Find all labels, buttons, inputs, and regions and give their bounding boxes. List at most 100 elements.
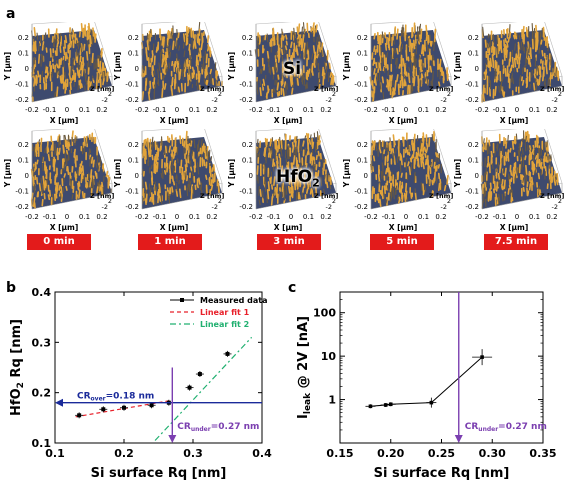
afm-peak	[308, 71, 309, 76]
afm-x-tick: 0.2	[546, 106, 557, 114]
afm-peak	[69, 142, 70, 146]
afm-peak	[189, 45, 190, 51]
afm-peak	[208, 157, 209, 166]
afm-peak	[542, 51, 543, 56]
afm-peak	[83, 58, 84, 65]
afm-peak	[436, 178, 437, 183]
time-badge-3: 5 min	[370, 234, 434, 250]
afm-peak	[306, 84, 307, 88]
afm-peak	[185, 165, 186, 170]
afm-peak	[198, 146, 199, 150]
data-point	[384, 403, 388, 407]
afm-peak	[502, 194, 503, 201]
afm-peak	[414, 77, 415, 86]
afm-peak	[42, 164, 43, 171]
afm-peak	[184, 141, 185, 147]
afm-peak	[405, 67, 406, 75]
afm-y-tick: -0.2	[15, 203, 29, 211]
afm-label-hfo2: HfO2	[276, 167, 320, 189]
afm-peak	[79, 167, 80, 175]
afm-peak	[544, 153, 545, 157]
afm-y-tick: 0	[25, 172, 29, 180]
afm-peak	[380, 63, 381, 70]
afm-peak	[519, 35, 520, 39]
afm-peak	[328, 174, 329, 181]
afm-peak	[536, 26, 537, 34]
afm-peak	[539, 66, 540, 74]
afm-peak	[421, 183, 422, 191]
afm-peak	[485, 70, 486, 79]
afm-peak	[97, 158, 98, 164]
afm-peak	[385, 33, 386, 38]
afm-peak	[387, 53, 388, 57]
afm-peak	[169, 32, 170, 39]
afm-peak	[153, 83, 154, 88]
afm-peak	[187, 145, 188, 150]
afm-peak	[152, 178, 153, 185]
afm-peak	[152, 72, 153, 76]
afm-peak	[201, 183, 202, 190]
afm-peak	[331, 78, 332, 85]
afm-peak	[508, 135, 509, 141]
afm-peak	[269, 170, 270, 178]
afm-x-tick: -0.1	[153, 106, 167, 114]
afm-peak	[34, 79, 35, 86]
afm-peak	[206, 54, 207, 62]
afm-peak	[85, 86, 86, 90]
afm-y-tick: 0	[475, 172, 479, 180]
afm-peak	[37, 142, 38, 148]
x-tick-label: 0.35	[529, 447, 556, 460]
afm-peak	[499, 149, 500, 156]
afm-peak	[440, 72, 441, 78]
afm-peak	[373, 167, 374, 171]
afm-peak	[525, 132, 526, 139]
afm-y-tick: 0.1	[18, 157, 29, 165]
cr-under-label-main: CR	[177, 422, 191, 432]
afm-peak	[162, 62, 163, 67]
afm-peak	[522, 68, 523, 74]
afm-peak	[49, 155, 50, 161]
afm-peak	[277, 83, 278, 90]
afm-peak	[287, 83, 288, 89]
afm-peak	[311, 189, 312, 194]
afm-label-hfo2-text: HfO	[276, 167, 312, 187]
afm-peak	[274, 36, 275, 45]
afm-peak	[34, 198, 35, 206]
afm-y-tick: -0.1	[354, 188, 368, 196]
afm-peak	[72, 195, 73, 199]
afm-peak	[309, 140, 310, 144]
afm-z-tick: -2	[102, 203, 108, 211]
afm-y-tick: 0.2	[357, 141, 368, 149]
afm-peak	[423, 139, 424, 146]
afm-peak	[310, 135, 311, 138]
afm-peak	[92, 38, 93, 45]
y-axis-title: HfO2 Rq [nm]	[9, 319, 26, 416]
data-point	[101, 407, 105, 411]
afm-peak	[282, 49, 283, 54]
afm-peak	[307, 189, 308, 193]
afm-peak	[297, 27, 298, 34]
afm-peak	[497, 186, 498, 191]
afm-peak	[260, 88, 261, 96]
afm-x-tick: 0.2	[206, 213, 217, 221]
afm-peak	[375, 50, 376, 54]
afm-peak	[208, 47, 209, 51]
afm-peak	[185, 68, 186, 72]
afm-peak	[147, 41, 148, 50]
afm-peak	[274, 89, 275, 92]
afm-peak	[517, 168, 518, 176]
afm-y-tick: 0.2	[128, 141, 139, 149]
afm-peak	[155, 164, 156, 167]
afm-peak	[166, 146, 167, 152]
afm-peak	[299, 24, 300, 32]
afm-peak	[406, 191, 407, 199]
afm-x-tick: -0.2	[249, 213, 263, 221]
afm-peak	[267, 34, 268, 42]
afm-x-tick: 0.1	[189, 106, 200, 114]
afm-peak	[420, 60, 421, 70]
afm-peak	[316, 156, 317, 160]
afm-peak	[260, 190, 261, 196]
